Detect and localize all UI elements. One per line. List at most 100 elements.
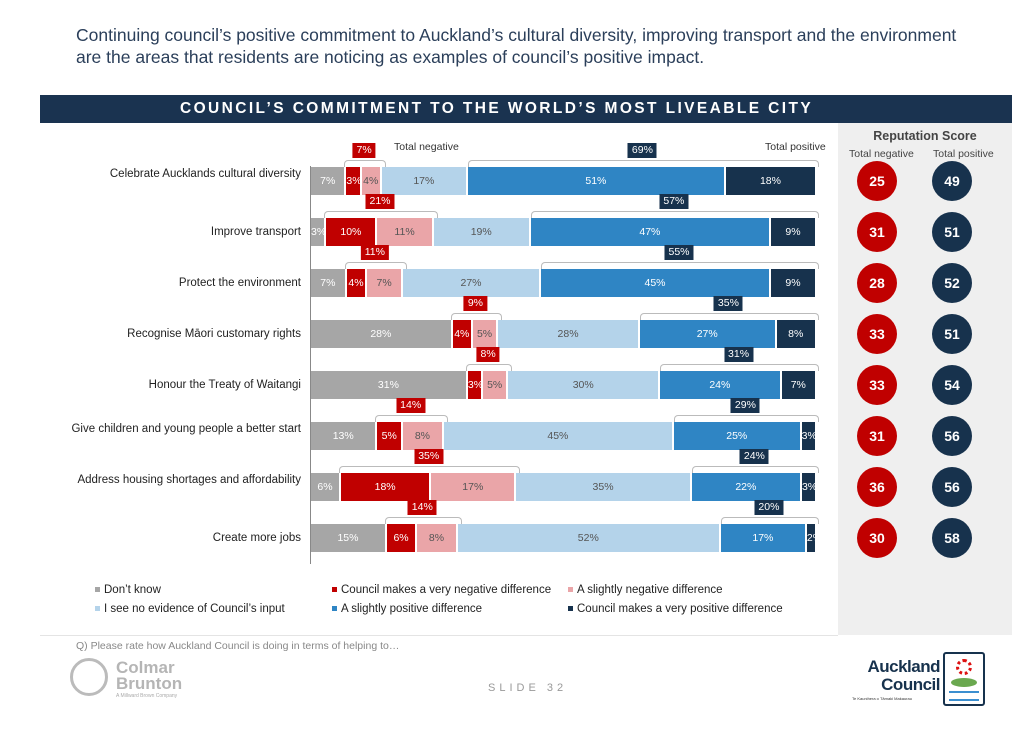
reputation-negative-circle: 33: [857, 314, 897, 354]
bar-segment: 4%: [361, 167, 382, 195]
negative-bracket: [375, 415, 448, 422]
total-positive-tag: 57%: [659, 194, 689, 209]
colmar-brunton-logo: Colmar Brunton A Millward Brown Company: [70, 658, 210, 702]
bar-segment: 9%: [771, 218, 817, 246]
category-label: Recognise Māori customary rights: [127, 328, 301, 340]
bar-segment: 45%: [541, 269, 771, 297]
legend-label: A slightly positive difference: [341, 603, 483, 615]
legend-item: I see no evidence of Council’s input: [95, 603, 285, 615]
positive-bracket: [541, 262, 819, 269]
legend-item: Don’t know: [95, 584, 161, 596]
total-negative-tag: 9%: [463, 296, 488, 311]
legend-label: Don’t know: [104, 584, 161, 596]
total-positive-tag: 29%: [730, 398, 760, 413]
bar-segment: 3%: [801, 473, 817, 501]
bar-segment: 28%: [311, 320, 453, 348]
positive-bracket: [467, 160, 819, 167]
bar-segment: 3%: [467, 371, 484, 399]
bar-segment: 11%: [377, 218, 434, 246]
chart-banner-title: COUNCIL’S COMMITMENT TO THE WORLD’S MOST…: [40, 95, 1012, 123]
reputation-negative-circle: 30: [857, 518, 897, 558]
reputation-title: Reputation Score: [873, 129, 977, 143]
bar-segment: 7%: [367, 269, 403, 297]
reputation-positive-circle: 54: [932, 365, 972, 405]
total-positive-tag: 35%: [713, 296, 743, 311]
category-label: Address housing shortages and affordabil…: [77, 474, 301, 486]
total-positive-tag: 24%: [739, 449, 769, 464]
negative-bracket: [344, 262, 407, 269]
legend-swatch: [332, 587, 337, 593]
reputation-negative-circle: 25: [857, 161, 897, 201]
category-label: Honour the Treaty of Waitangi: [148, 379, 301, 391]
bar-segment: 18%: [725, 167, 817, 195]
bar-segment: 17%: [381, 167, 468, 195]
bar-segment: 8%: [776, 320, 817, 348]
category-label: Protect the environment: [178, 277, 301, 289]
positive-bracket: [530, 211, 819, 218]
reputation-negative-circle: 31: [857, 416, 897, 456]
bar-segment: 22%: [691, 473, 802, 501]
bar-segment: 3%: [801, 422, 817, 450]
total-negative-tag: 11%: [360, 245, 389, 260]
reputation-positive-circle: 51: [932, 212, 972, 252]
divider: [40, 635, 838, 636]
bar-segment: 2%: [806, 524, 817, 552]
total-negative-tag: 14%: [407, 500, 437, 515]
positive-bracket: [673, 415, 819, 422]
question-text: Q) Please rate how Auckland Council is d…: [76, 640, 400, 652]
reputation-negative-circle: 33: [857, 365, 897, 405]
legend-item: Council makes a very positive difference: [568, 603, 783, 615]
slide-number: SLIDE 32: [488, 682, 568, 694]
bar-segment: 13%: [311, 422, 378, 450]
total-positive-tag: 55%: [664, 245, 694, 260]
bar-segment: 45%: [443, 422, 674, 450]
reputation-positive-circle: 56: [932, 467, 972, 507]
negative-bracket: [465, 364, 513, 371]
bar-segment: 3%: [311, 218, 327, 246]
negative-bracket: [339, 466, 521, 473]
legend-swatch: [568, 587, 573, 593]
bar-segment: 47%: [530, 218, 771, 246]
bar-segment: 27%: [639, 320, 777, 348]
reputation-positive-circle: 49: [932, 161, 972, 201]
bar-segment: 8%: [403, 422, 444, 450]
negative-bracket: [384, 517, 462, 524]
bar-segment: 3%: [346, 167, 362, 195]
reputation-pos-label: Total positive: [933, 148, 994, 160]
bar-segment: 4%: [452, 320, 473, 348]
bar-segment: 5%: [377, 422, 403, 450]
bar-segment: 17%: [431, 473, 517, 501]
total-positive-header: Total positive: [765, 141, 826, 153]
reputation-negative-circle: 36: [857, 467, 897, 507]
bar-segment: 5%: [472, 320, 499, 348]
reputation-negative-circle: 31: [857, 212, 897, 252]
bar-segment: 6%: [311, 473, 342, 501]
category-label: Create more jobs: [212, 532, 301, 544]
auckland-council-logo: Auckland Council Te Kaunihera o Tāmaki Ma…: [850, 650, 990, 710]
reputation-negative-circle: 28: [857, 263, 897, 303]
legend-label: A slightly negative difference: [577, 584, 723, 596]
bar-segment: 6%: [386, 524, 418, 552]
bar-segment: 51%: [467, 167, 726, 195]
legend-label: Council makes a very positive difference: [577, 603, 783, 615]
category-label: Give children and young people a better …: [71, 423, 301, 435]
bar-segment: 7%: [781, 371, 817, 399]
bar-segment: 8%: [417, 524, 458, 552]
bar-segment: 7%: [311, 167, 347, 195]
legend-item: Council makes a very negative difference: [332, 584, 551, 596]
bar-segment: 25%: [673, 422, 802, 450]
negative-bracket: [450, 313, 503, 320]
total-negative-tag: 35%: [414, 449, 444, 464]
negative-bracket: [324, 211, 438, 218]
legend-item: A slightly positive difference: [332, 603, 482, 615]
bar-segment: 24%: [660, 371, 782, 399]
bar-segment: 28%: [498, 320, 640, 348]
reputation-positive-circle: 56: [932, 416, 972, 456]
bar-segment: 31%: [311, 371, 468, 399]
total-negative-tag: 21%: [365, 194, 395, 209]
bar-segment: 10%: [326, 218, 378, 246]
category-axis: [310, 166, 311, 564]
reputation-positive-circle: 52: [932, 263, 972, 303]
legend-item: A slightly negative difference: [568, 584, 723, 596]
